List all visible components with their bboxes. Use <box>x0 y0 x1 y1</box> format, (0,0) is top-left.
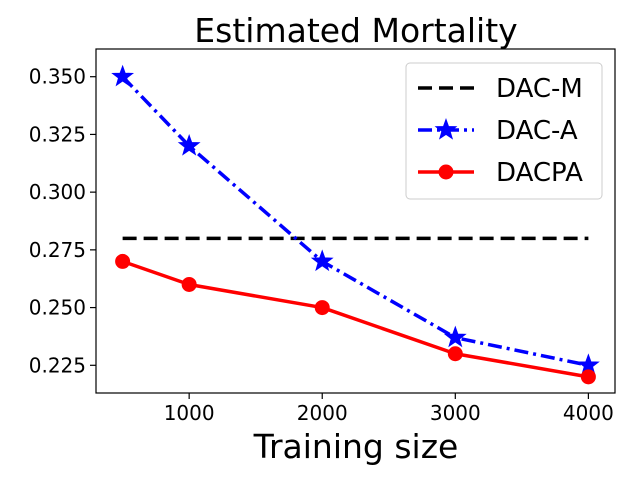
x-tick-label: 4000 <box>563 401 614 425</box>
x-tick-label: 2000 <box>297 401 348 425</box>
data-point-dac-a <box>111 64 135 87</box>
legend-label-dac-a: DAC-A <box>496 116 578 146</box>
axes: 1000 2000 3000 4000 0.225 0.250 0.275 0.300 0.32… <box>29 48 616 425</box>
x-tick-label: 3000 <box>430 401 481 425</box>
x-tick-label: 1000 <box>164 401 215 425</box>
legend-label-dac-m: DAC-M <box>496 74 583 104</box>
data-point-dacpa <box>314 300 330 316</box>
y-tick-label: 0.250 <box>29 296 86 320</box>
legend-marker-dacpa <box>438 164 454 180</box>
x-axis-label: Training size <box>253 427 459 466</box>
y-tick-label: 0.225 <box>29 353 86 377</box>
y-tick-label: 0.300 <box>29 180 86 204</box>
data-point-dacpa <box>115 253 131 269</box>
data-point-dacpa <box>181 276 197 292</box>
plot-area <box>111 64 600 385</box>
chart-title: Estimated Mortality <box>194 11 517 50</box>
legend-marker-dac-a <box>434 118 458 140</box>
y-tick-label: 0.325 <box>29 122 86 146</box>
legend: DAC-M DAC-A DACPA <box>405 62 603 200</box>
data-point-dacpa <box>447 346 463 362</box>
plot-frame <box>95 48 616 394</box>
legend-label-dacpa: DACPA <box>496 158 583 188</box>
data-point-dacpa <box>580 369 596 385</box>
data-point-dac-a <box>177 133 201 156</box>
y-tick-label: 0.350 <box>29 65 86 89</box>
y-tick-label: 0.275 <box>29 238 86 262</box>
data-point-dac-a <box>443 325 467 348</box>
data-point-dac-a <box>310 249 334 272</box>
legend-box <box>405 62 603 200</box>
